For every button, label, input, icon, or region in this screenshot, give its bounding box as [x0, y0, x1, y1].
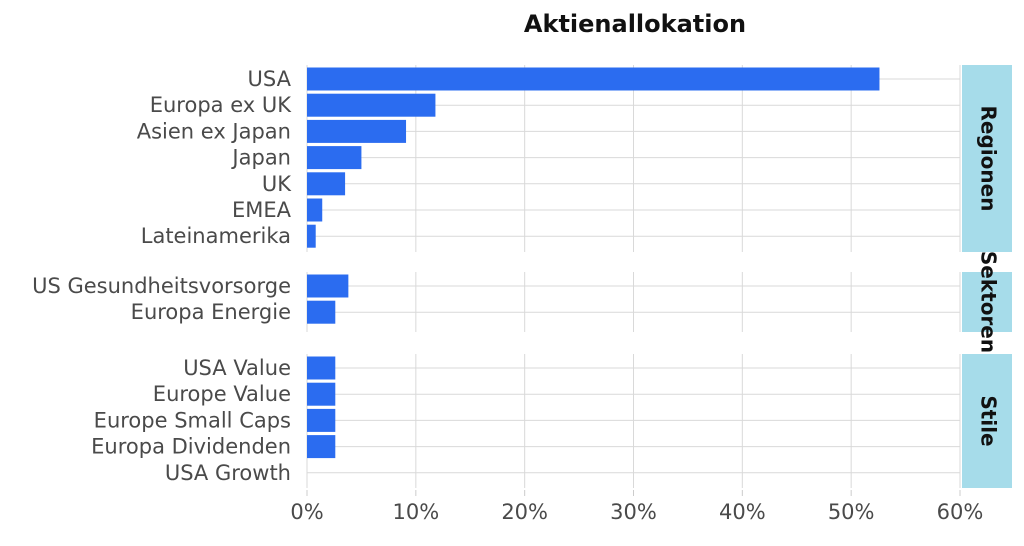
facet-strip	[962, 65, 1012, 252]
x-tick-label: 50%	[828, 500, 875, 524]
category-label: Europa Energie	[131, 300, 291, 324]
facet-strip	[962, 272, 1012, 332]
gridlines	[306, 65, 961, 488]
category-label: US Gesundheitsvorsorge	[32, 274, 291, 298]
chart-title: Aktienallokation	[524, 10, 746, 38]
category-label: Europe Value	[153, 382, 291, 406]
facet-strip	[962, 354, 1012, 488]
category-label: Europe Small Caps	[94, 408, 291, 432]
bar	[307, 300, 336, 324]
x-tick-label: 20%	[501, 500, 548, 524]
category-label: UK	[262, 172, 292, 196]
bar	[307, 356, 336, 380]
category-label: USA Value	[183, 356, 291, 380]
bar	[307, 198, 323, 222]
category-label: Europa ex UK	[150, 93, 292, 117]
bar	[307, 435, 336, 459]
category-label: USA Growth	[165, 461, 291, 485]
x-tick-label: 40%	[719, 500, 766, 524]
x-tick-label: 30%	[610, 500, 657, 524]
category-label: EMEA	[232, 198, 292, 222]
x-tick-label: 60%	[937, 500, 984, 524]
x-tick-label: 0%	[290, 500, 323, 524]
bar	[307, 408, 336, 432]
facet-label: Regionen	[977, 106, 1001, 212]
bar	[307, 146, 362, 170]
bars	[307, 67, 880, 459]
category-label: Lateinamerika	[141, 224, 291, 248]
category-label: Japan	[230, 146, 291, 170]
category-label: Asien ex Japan	[137, 119, 291, 143]
facet-label: Stile	[977, 395, 1001, 446]
facet-strips: Regionen Sektoren Stile	[962, 65, 1012, 488]
x-tick-label: 10%	[392, 500, 439, 524]
bar	[307, 119, 407, 143]
facet-label: Sektoren	[977, 251, 1001, 353]
x-axis: 0% 10% 20% 30% 40% 50% 60%	[290, 490, 983, 524]
bar	[307, 172, 346, 196]
category-label: USA	[248, 67, 292, 91]
bar	[307, 224, 316, 248]
bar	[307, 93, 436, 117]
bar	[307, 274, 349, 298]
category-label: Europa Dividenden	[91, 435, 291, 459]
bar	[307, 67, 880, 91]
bar	[307, 382, 336, 406]
